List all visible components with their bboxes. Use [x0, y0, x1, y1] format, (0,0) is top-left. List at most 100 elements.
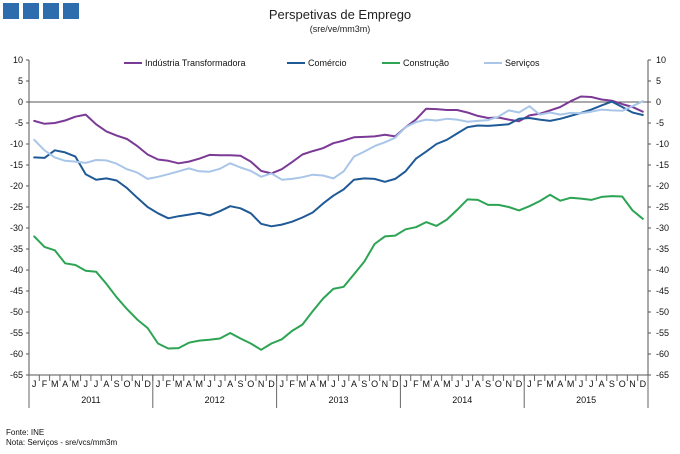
chart-subtitle: (sre/ve/mm3m) — [309, 24, 371, 34]
series-line-servicos — [33, 100, 644, 181]
month-label: S — [609, 379, 615, 389]
y-tick-label-left: -65 — [10, 370, 23, 380]
y-tick-label-left: -60 — [10, 349, 23, 359]
y-tick-label-left: -15 — [10, 160, 23, 170]
month-label: J — [455, 379, 460, 389]
month-label: D — [516, 379, 523, 389]
y-tick-label-right: 0 — [656, 97, 661, 107]
month-label: O — [371, 379, 378, 389]
year-label: 2014 — [452, 395, 472, 405]
month-label: A — [475, 379, 481, 389]
month-label: J — [207, 379, 212, 389]
chart-title: Perspetivas de Emprego — [268, 7, 412, 22]
legend-label-construcao: Construção — [403, 58, 449, 68]
month-label: N — [258, 379, 265, 389]
month-label: F — [289, 379, 295, 389]
y-tick-label-left: 5 — [18, 76, 23, 86]
month-label: M — [567, 379, 575, 389]
month-label: N — [629, 379, 636, 389]
series-line-industria — [33, 95, 644, 175]
month-label: M — [175, 379, 183, 389]
month-label: J — [280, 379, 285, 389]
year-label: 2015 — [576, 395, 596, 405]
logo-block-2 — [23, 3, 39, 19]
month-label: A — [557, 379, 563, 389]
month-label: O — [124, 379, 131, 389]
y-tick-label-left: -45 — [10, 286, 23, 296]
month-label: O — [619, 379, 626, 389]
logo-blocks — [3, 3, 79, 19]
year-label: 2013 — [328, 395, 348, 405]
source-note: Fonte: INE — [6, 428, 45, 437]
month-label: J — [218, 379, 223, 389]
year-label: 2012 — [205, 395, 225, 405]
month-label: J — [403, 379, 408, 389]
logo-block-1 — [3, 3, 19, 19]
month-label: D — [392, 379, 399, 389]
y-tick-label-left: 0 — [18, 97, 23, 107]
month-label: F — [42, 379, 48, 389]
y-tick-label-right: -20 — [656, 181, 669, 191]
month-label: A — [310, 379, 316, 389]
month-label: J — [94, 379, 99, 389]
series-line-comercio — [33, 100, 644, 228]
month-label: O — [495, 379, 502, 389]
y-tick-label-left: 10 — [13, 55, 23, 65]
month-label: S — [114, 379, 120, 389]
month-label: M — [319, 379, 327, 389]
month-label: J — [331, 379, 336, 389]
y-tick-label-left: -25 — [10, 202, 23, 212]
y-tick-label-right: 10 — [656, 55, 666, 65]
y-tick-label-right: -30 — [656, 223, 669, 233]
month-label: J — [527, 379, 532, 389]
legend-label-comercio: Comércio — [308, 58, 347, 68]
month-label: J — [341, 379, 346, 389]
month-label: N — [134, 379, 141, 389]
y-tick-label-left: -10 — [10, 139, 23, 149]
y-tick-label-left: -40 — [10, 265, 23, 275]
y-tick-label-right: -45 — [656, 286, 669, 296]
month-label: J — [32, 379, 37, 389]
month-label: J — [589, 379, 594, 389]
y-tick-label-left: -30 — [10, 223, 23, 233]
month-label: M — [546, 379, 554, 389]
month-label: S — [237, 379, 243, 389]
y-tick-label-right: -15 — [656, 160, 669, 170]
y-tick-label-left: -35 — [10, 244, 23, 254]
month-label: J — [465, 379, 470, 389]
month-label: M — [443, 379, 451, 389]
y-tick-label-left: -5 — [15, 118, 23, 128]
month-label: A — [186, 379, 192, 389]
month-label: M — [299, 379, 307, 389]
month-label: A — [62, 379, 68, 389]
month-label: A — [103, 379, 109, 389]
month-label: M — [422, 379, 430, 389]
y-tick-label-right: -5 — [656, 118, 664, 128]
y-tick-label-right: -25 — [656, 202, 669, 212]
month-label: D — [640, 379, 647, 389]
footnote: Nota: Serviços - sre/vcs/mm3m — [6, 438, 118, 447]
year-label: 2011 — [81, 395, 100, 405]
month-label: A — [227, 379, 233, 389]
legend-label-servicos: Serviços — [505, 58, 540, 68]
month-label: S — [361, 379, 367, 389]
month-label: F — [537, 379, 543, 389]
legend-label-industria: Indústria Transformadora — [145, 58, 246, 68]
month-label: A — [434, 379, 440, 389]
y-tick-label-right: -10 — [656, 139, 669, 149]
y-tick-label-right: -50 — [656, 307, 669, 317]
y-tick-label-right: -55 — [656, 328, 669, 338]
logo-block-4 — [63, 3, 79, 19]
y-tick-label-right: -60 — [656, 349, 669, 359]
month-label: A — [599, 379, 605, 389]
y-tick-label-left: -55 — [10, 328, 23, 338]
month-label: M — [51, 379, 59, 389]
month-label: N — [505, 379, 512, 389]
y-tick-label-left: -50 — [10, 307, 23, 317]
month-label: O — [247, 379, 254, 389]
month-label: S — [485, 379, 491, 389]
y-tick-label-right: -65 — [656, 370, 669, 380]
y-tick-label-right: -40 — [656, 265, 669, 275]
month-label: D — [144, 379, 151, 389]
